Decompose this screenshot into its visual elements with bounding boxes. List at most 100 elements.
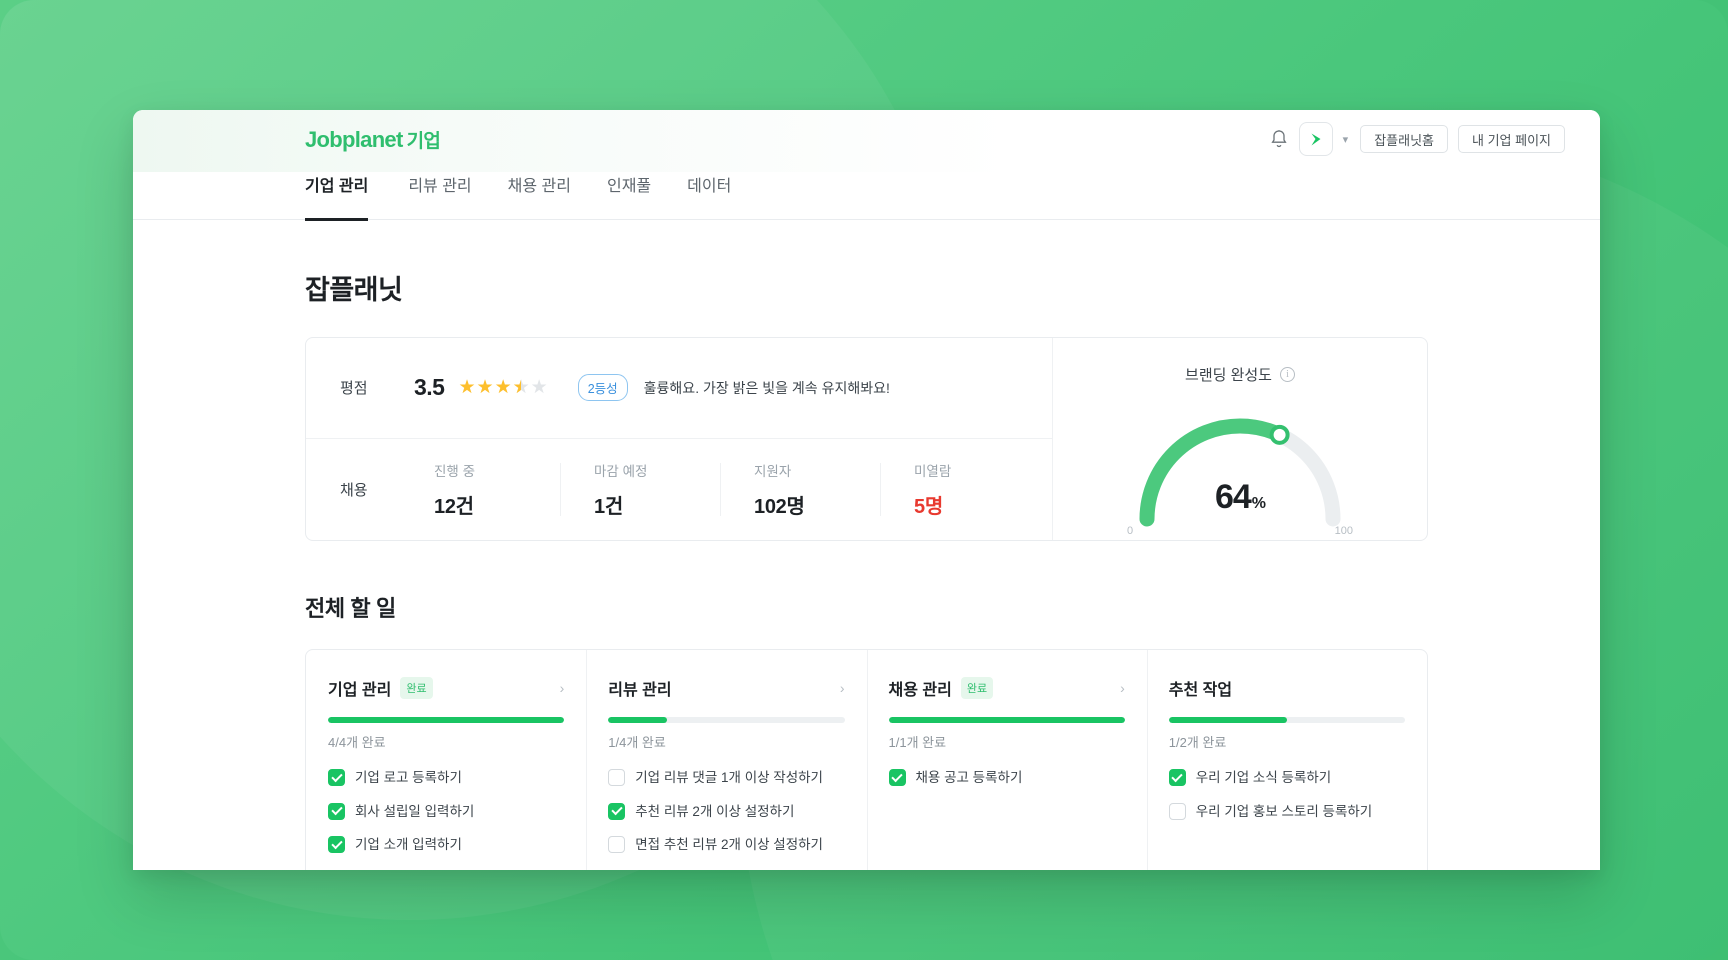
chevron-right-icon[interactable]: ›: [839, 680, 845, 696]
todo-count: 4/4개 완료: [328, 735, 386, 750]
page-title: 잡플래닛: [305, 275, 403, 305]
jobplanet-logo[interactable]: Jobplanet 기업: [305, 126, 441, 153]
stat-value: 1건: [594, 495, 623, 518]
list-item[interactable]: 우리 기업 홍보 스토리 등록하기: [1168, 802, 1405, 822]
tab-talent-pool[interactable]: 인재풀: [606, 178, 652, 195]
stat-value: 102명: [754, 495, 805, 518]
gauge-max-label: 100: [1334, 525, 1353, 537]
todo-item-label: 우리회사 사진 등록하기: [355, 869, 487, 870]
gauge: 64% 0 100: [1125, 399, 1355, 537]
stat-value: 12건: [434, 495, 474, 518]
chevron-down-icon[interactable]: ▾: [1342, 133, 1349, 146]
progress-bar: [328, 717, 565, 723]
app-header: Jobplanet 기업 ▾ 잡플래닛홈 내 기업 페이지: [133, 110, 1600, 172]
tab-data[interactable]: 데이터: [687, 178, 732, 195]
todo-item-list: 채용 공고 등록하기: [888, 768, 1125, 788]
list-item[interactable]: 우리 기업 소식 등록하기: [1168, 768, 1405, 788]
list-item[interactable]: 우리회사 사진 등록하기: [328, 869, 564, 870]
logo-text: Jobplanet: [305, 127, 403, 152]
list-item[interactable]: 면접 추천 리뷰 2개 이상 설정하기: [608, 835, 844, 855]
hiring-stats: 진행 중 12건 마감 예정 1건 지원자 102명 미열람: [400, 460, 1052, 519]
todo-item-label: 기업 리뷰 댓글 1개 이상 작성하기: [635, 770, 823, 785]
checkbox[interactable]: [328, 769, 345, 786]
gauge-svg: [1139, 418, 1341, 527]
checkbox[interactable]: [328, 836, 345, 854]
todo-card-header: 추천 작업: [1169, 676, 1405, 700]
todo-card: 추천 작업 1/2개 완료 우리 기업 소식 등록하기 우리 기업 홍보 스토리 등록…: [1146, 650, 1427, 870]
todo-item-label: 기업 로고 등록하기: [355, 770, 462, 785]
stat-label: 진행 중: [434, 463, 476, 479]
my-company-page-button[interactable]: 내 기업 페이지: [1458, 125, 1565, 153]
chevron-right-icon[interactable]: ›: [559, 680, 565, 696]
list-item[interactable]: 기업 리뷰 댓글 1개 이상 작성하기: [608, 768, 844, 788]
stat-in-progress: 진행 중 12건: [400, 460, 560, 519]
app-window: Jobplanet 기업 ▾ 잡플래닛홈 내 기업 페이지 기업 관리 리뷰 관리…: [133, 110, 1600, 870]
checkbox[interactable]: [888, 769, 906, 786]
todo-section-title: 전체 할 일: [305, 596, 396, 621]
list-item[interactable]: 기업 소개 입력하기: [328, 835, 564, 855]
progress-bar-fill: [888, 717, 1125, 723]
checkbox[interactable]: [608, 802, 626, 820]
todo-card-header: 리뷰 관리 ›: [608, 676, 844, 700]
bell-icon[interactable]: [1269, 128, 1289, 150]
rating-row: 평점 3.5 ★★★★★ 2등성 훌륭해요. 가장 밝은 빛을 계속 유지해봐요…: [306, 338, 1052, 439]
branding-gauge-panel: 브랜딩 완성도 i 64% 0 100: [1052, 338, 1427, 540]
gauge-title-row: 브랜딩 완성도 i: [1185, 364, 1295, 385]
tab-review-management[interactable]: 리뷰 관리: [408, 178, 472, 195]
progress-bar: [608, 717, 845, 723]
gauge-percent: 64%: [1214, 478, 1266, 516]
checkbox[interactable]: [1168, 802, 1186, 820]
tab-company-management[interactable]: 기업 관리: [305, 172, 390, 221]
status-badge: 완료: [960, 677, 994, 699]
rating-score: 3.5: [414, 374, 445, 401]
list-item[interactable]: 복지 추천 리뷰 2개 이상 설정하기: [608, 869, 844, 870]
todo-count: 1/1개 완료: [888, 735, 947, 750]
progress-bar: [888, 717, 1125, 723]
tab-recruit-management[interactable]: 채용 관리: [507, 178, 571, 195]
stat-unread: 미열람 5명: [880, 460, 1040, 519]
todo-card-title: 기업 관리: [328, 682, 392, 699]
grade-message: 훌륭해요. 가장 밝은 빛을 계속 유지해봐요!: [643, 379, 890, 396]
rating-stars: ★ ★ ★ ★ ★: [458, 378, 547, 397]
stat-value: 5명: [914, 495, 943, 518]
list-item[interactable]: 채용 공고 등록하기: [888, 768, 1125, 788]
avatar[interactable]: [1298, 122, 1333, 156]
checkbox[interactable]: [608, 769, 626, 786]
progress-bar-fill: [1168, 717, 1287, 723]
checkbox[interactable]: [608, 836, 626, 854]
progress-bar-fill: [328, 717, 565, 723]
chevron-right-icon[interactable]: ›: [1120, 680, 1125, 696]
todo-item-label: 면접 추천 리뷰 2개 이상 설정하기: [635, 837, 823, 853]
todo-item-label: 채용 공고 등록하기: [915, 770, 1023, 785]
stat-label: 마감 예정: [594, 463, 648, 479]
todo-item-label: 추천 리뷰 2개 이상 설정하기: [635, 803, 795, 819]
hiring-label: 채용: [340, 481, 368, 499]
summary-left: 평점 3.5 ★★★★★ 2등성 훌륭해요. 가장 밝은 빛을 계속 유지해봐요…: [306, 338, 1052, 540]
jobplanet-home-button[interactable]: 잡플래닛홈: [1360, 125, 1449, 153]
checkbox[interactable]: [1168, 769, 1186, 786]
main-nav: 기업 관리 리뷰 관리 채용 관리 인재풀 데이터: [133, 172, 1600, 221]
logo-suffix: 기업: [406, 131, 441, 152]
stat-label: 미열람: [914, 463, 952, 479]
info-icon[interactable]: i: [1279, 367, 1295, 382]
checkbox[interactable]: [328, 802, 345, 820]
todo-card-title: 채용 관리: [888, 682, 952, 699]
hiring-row: 채용 진행 중 12건 마감 예정 1건 지원자 102명: [306, 439, 1052, 541]
gauge-title: 브랜딩 완성도: [1185, 367, 1272, 384]
todo-item-label: 회사 설립일 입력하기: [355, 803, 475, 819]
stat-closing-soon: 마감 예정 1건: [560, 460, 720, 519]
list-item[interactable]: 기업 로고 등록하기: [328, 768, 564, 788]
list-item[interactable]: 회사 설립일 입력하기: [328, 802, 564, 822]
main-content: 잡플래닛 평점 3.5 ★★★★★ 2등성 훌륭해요. 가장 밝은 빛을 계속 …: [133, 220, 1600, 870]
header-actions: ▾ 잡플래닛홈 내 기업 페이지: [1269, 122, 1565, 156]
stat-applicants: 지원자 102명: [720, 460, 880, 519]
summary-card: 평점 3.5 ★★★★★ 2등성 훌륭해요. 가장 밝은 빛을 계속 유지해봐요…: [305, 337, 1428, 541]
list-item[interactable]: 추천 리뷰 2개 이상 설정하기: [608, 802, 844, 822]
status-badge: 완료: [400, 677, 433, 699]
todo-card: 리뷰 관리 › 1/4개 완료 기업 리뷰 댓글 1개 이상 작성하기 추천 리뷰 2개…: [586, 650, 866, 870]
